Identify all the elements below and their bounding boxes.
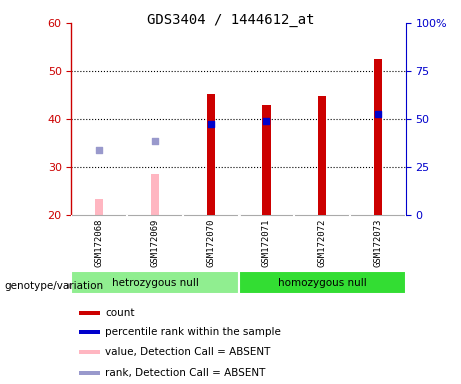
Bar	[95, 199, 103, 215]
Bar	[374, 59, 382, 215]
Text: GSM172070: GSM172070	[206, 219, 215, 267]
Text: GSM172073: GSM172073	[373, 219, 382, 267]
Point	[207, 121, 214, 127]
Text: GSM172072: GSM172072	[318, 219, 327, 267]
Bar	[151, 174, 159, 215]
Text: GSM172069: GSM172069	[150, 219, 160, 267]
Bar	[79, 311, 100, 315]
Bar	[262, 104, 271, 215]
Text: GSM172068: GSM172068	[95, 219, 104, 267]
Text: hetrozygous null: hetrozygous null	[112, 278, 198, 288]
Text: GDS3404 / 1444612_at: GDS3404 / 1444612_at	[147, 13, 314, 27]
Bar	[318, 96, 326, 215]
Bar	[79, 330, 100, 334]
Bar	[79, 371, 100, 375]
Bar	[79, 350, 100, 354]
FancyArrow shape	[67, 283, 72, 289]
Bar	[238, 271, 406, 294]
Bar	[207, 94, 215, 215]
Point	[263, 118, 270, 124]
Text: GSM172071: GSM172071	[262, 219, 271, 267]
Text: homozygous null: homozygous null	[278, 278, 366, 288]
Point	[151, 137, 159, 144]
Text: genotype/variation: genotype/variation	[5, 281, 104, 291]
Text: value, Detection Call = ABSENT: value, Detection Call = ABSENT	[105, 347, 271, 357]
Text: percentile rank within the sample: percentile rank within the sample	[105, 327, 281, 337]
Point	[374, 111, 382, 118]
Bar	[318, 96, 326, 215]
Bar	[71, 271, 239, 294]
Text: count: count	[105, 308, 135, 318]
Bar	[262, 104, 271, 215]
Point	[95, 147, 103, 153]
Text: rank, Detection Call = ABSENT: rank, Detection Call = ABSENT	[105, 368, 266, 378]
